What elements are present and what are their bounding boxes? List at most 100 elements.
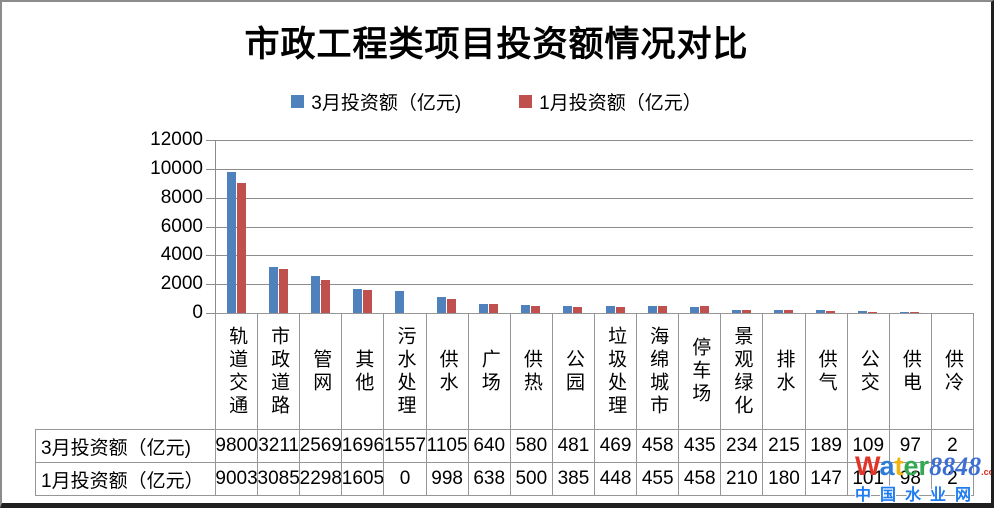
category-cell: 垃圾处理: [594, 313, 637, 429]
category-cell: 轨道交通: [215, 313, 258, 429]
value-cell: 2298: [299, 462, 342, 496]
bar-january: [699, 306, 709, 313]
category-cell: 市政道路: [257, 313, 300, 429]
bar-january: [236, 183, 246, 313]
value-cell: 580: [509, 429, 552, 462]
value-cell: 9800: [215, 429, 258, 462]
y-axis-tick: [206, 284, 215, 286]
category-cell: 广场: [467, 313, 510, 429]
y-axis-line: [215, 140, 216, 313]
bar-march: [816, 310, 826, 313]
y-axis-label: 8000: [160, 186, 203, 208]
bar-march: [605, 306, 615, 313]
bar-january: [868, 311, 878, 313]
gridline: [215, 284, 973, 286]
bar-january: [615, 306, 625, 313]
value-cell: 215: [762, 429, 805, 462]
value-cell: 998: [425, 462, 468, 496]
watermark-dotcom: .com: [981, 467, 994, 477]
bar-march: [437, 297, 447, 313]
value-cell: 97: [888, 429, 931, 462]
bar-january: [657, 306, 667, 313]
y-axis-tick: [206, 313, 215, 314]
value-cell: 3211: [257, 429, 300, 462]
category-cell: 公园: [551, 313, 594, 429]
category-cell: 海绵城市: [636, 313, 679, 429]
gridline: [215, 168, 973, 170]
legend: 3月投资额（亿元) 1月投资额（亿元）: [2, 88, 991, 115]
y-axis-tick: [206, 140, 215, 141]
bar-january: [826, 310, 836, 313]
y-axis-label: 0: [192, 302, 203, 323]
value-cell: 1105: [425, 429, 468, 462]
bar-january: [910, 311, 920, 313]
value-cell: 234: [720, 429, 763, 462]
bar-january: [320, 279, 330, 313]
y-axis-tick: [206, 255, 215, 257]
y-axis-label: 6000: [160, 215, 203, 237]
category-cell: 供冷: [930, 313, 974, 429]
value-cell: 2: [930, 429, 974, 462]
y-axis-tick: [206, 197, 215, 199]
bar-march: [731, 309, 741, 313]
value-cell: 469: [594, 429, 637, 462]
category-cell: 供水: [425, 313, 468, 429]
row-label-cell: 1月投资额（亿元）: [35, 462, 215, 496]
value-cell: 435: [678, 429, 721, 462]
category-cell: 管网: [299, 313, 342, 429]
category-cell: 公交: [846, 313, 889, 429]
bar-january: [489, 303, 499, 313]
value-cell: 210: [720, 462, 763, 496]
legend-swatch-january: [519, 95, 533, 108]
value-cell: 147: [804, 462, 847, 496]
gridline: [215, 197, 973, 199]
value-cell: 9003: [215, 462, 258, 496]
value-cell: 458: [636, 429, 679, 462]
y-axis-tick: [206, 226, 215, 228]
bar-march: [563, 306, 573, 313]
value-cell: 385: [551, 462, 594, 496]
y-axis-label: 2000: [160, 273, 203, 295]
value-cell: 1605: [341, 462, 384, 496]
bar-january: [447, 298, 457, 313]
value-cell: 109: [846, 429, 889, 462]
category-cell: 供气: [804, 313, 847, 429]
value-cell: 640: [467, 429, 510, 462]
value-cell: 448: [594, 462, 637, 496]
bar-january: [573, 307, 583, 313]
legend-label-january: 1月投资额（亿元）: [539, 93, 702, 114]
value-cell: 1557: [383, 429, 426, 462]
bar-march: [647, 306, 657, 313]
bar-january: [362, 289, 372, 313]
value-cell: 2569: [299, 429, 342, 462]
value-cell: 98: [888, 462, 931, 496]
value-cell: 638: [467, 462, 510, 496]
gridline: [215, 226, 973, 228]
y-axis-label: 10000: [150, 157, 203, 179]
value-cell: 455: [636, 462, 679, 496]
value-cell: 458: [678, 462, 721, 496]
value-cell: 189: [804, 429, 847, 462]
bar-january: [531, 305, 541, 313]
bar-march: [521, 304, 531, 313]
y-axis-label: 12000: [150, 129, 203, 150]
value-cell: 481: [551, 429, 594, 462]
value-cell: 0: [383, 462, 426, 496]
bar-march: [774, 309, 783, 313]
legend-item-march: 3月投资额（亿元): [291, 88, 461, 115]
bar-january: [741, 309, 751, 313]
legend-item-january: 1月投资额（亿元）: [519, 88, 702, 115]
legend-label-march: 3月投资额（亿元): [311, 93, 462, 114]
value-cell: 3085: [257, 462, 300, 496]
gridline: [215, 255, 973, 257]
category-cell: 供热: [509, 313, 552, 429]
row-label-cell: 3月投资额（亿元): [35, 429, 215, 462]
bar-march: [352, 288, 362, 313]
category-cell: 排水: [762, 313, 805, 429]
category-cell: 停车场: [678, 313, 721, 429]
category-cell: 其他: [341, 313, 384, 429]
bar-january: [278, 268, 288, 313]
bar-march: [310, 275, 320, 313]
bar-january: [784, 310, 793, 313]
value-cell: 500: [509, 462, 552, 496]
